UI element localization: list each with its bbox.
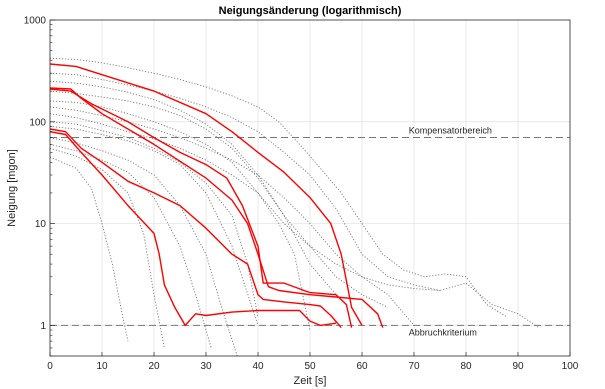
x-tick-label: 50 [304,361,316,372]
background-series-line [49,121,259,318]
highlighted-series-line [49,131,337,327]
highlighted-series-line [49,87,384,328]
threshold-label: Abbruchkriterium [409,327,477,337]
highlighted-series-line [49,88,353,328]
y-tick-labels: 1 10 100 1000 [24,16,47,332]
background-series-line [49,156,129,342]
highlighted-series-line [49,63,363,326]
x-tick-labels: 0 10 20 30 40 50 60 70 80 90 100 [47,361,579,372]
threshold-lines [50,137,570,326]
background-series-line [49,113,311,331]
y-tick-label: 1 [40,321,46,332]
x-tick-label: 100 [562,361,579,372]
background-series-line [49,143,212,349]
y-tick-label: 1000 [24,16,47,27]
background-series-group [49,57,540,357]
threshold-label: Kompensatorbereich [409,126,492,136]
tick-marks [49,19,571,357]
x-tick-label: 10 [96,361,108,372]
background-series-line [49,137,238,357]
y-tick-label: 10 [35,219,47,230]
x-tick-label: 20 [148,361,160,372]
x-tick-label: 60 [356,361,368,372]
y-tick-label: 100 [29,117,46,128]
highlighted-series-line [49,128,342,329]
x-tick-label: 80 [460,361,472,372]
x-tick-label: 30 [200,361,212,372]
background-series-line [49,147,165,348]
background-series-line [49,80,337,295]
chart-title: Neigungsänderung (logarithmisch) [219,5,402,17]
x-tick-label: 90 [512,361,524,372]
x-tick-label: 40 [252,361,264,372]
x-tick-label: 70 [408,361,420,372]
background-series-line [49,90,389,308]
x-axis-label: Zeit [s] [293,375,326,387]
highlighted-series-group [49,63,384,329]
y-axis-label: Neigung [mgon] [6,149,18,227]
x-tick-label: 0 [47,361,53,372]
background-series-line [49,106,415,326]
grid-lines [50,20,570,356]
threshold-labels: Kompensatorbereich Abbruchkriterium [409,126,492,338]
background-series-line [49,57,508,318]
